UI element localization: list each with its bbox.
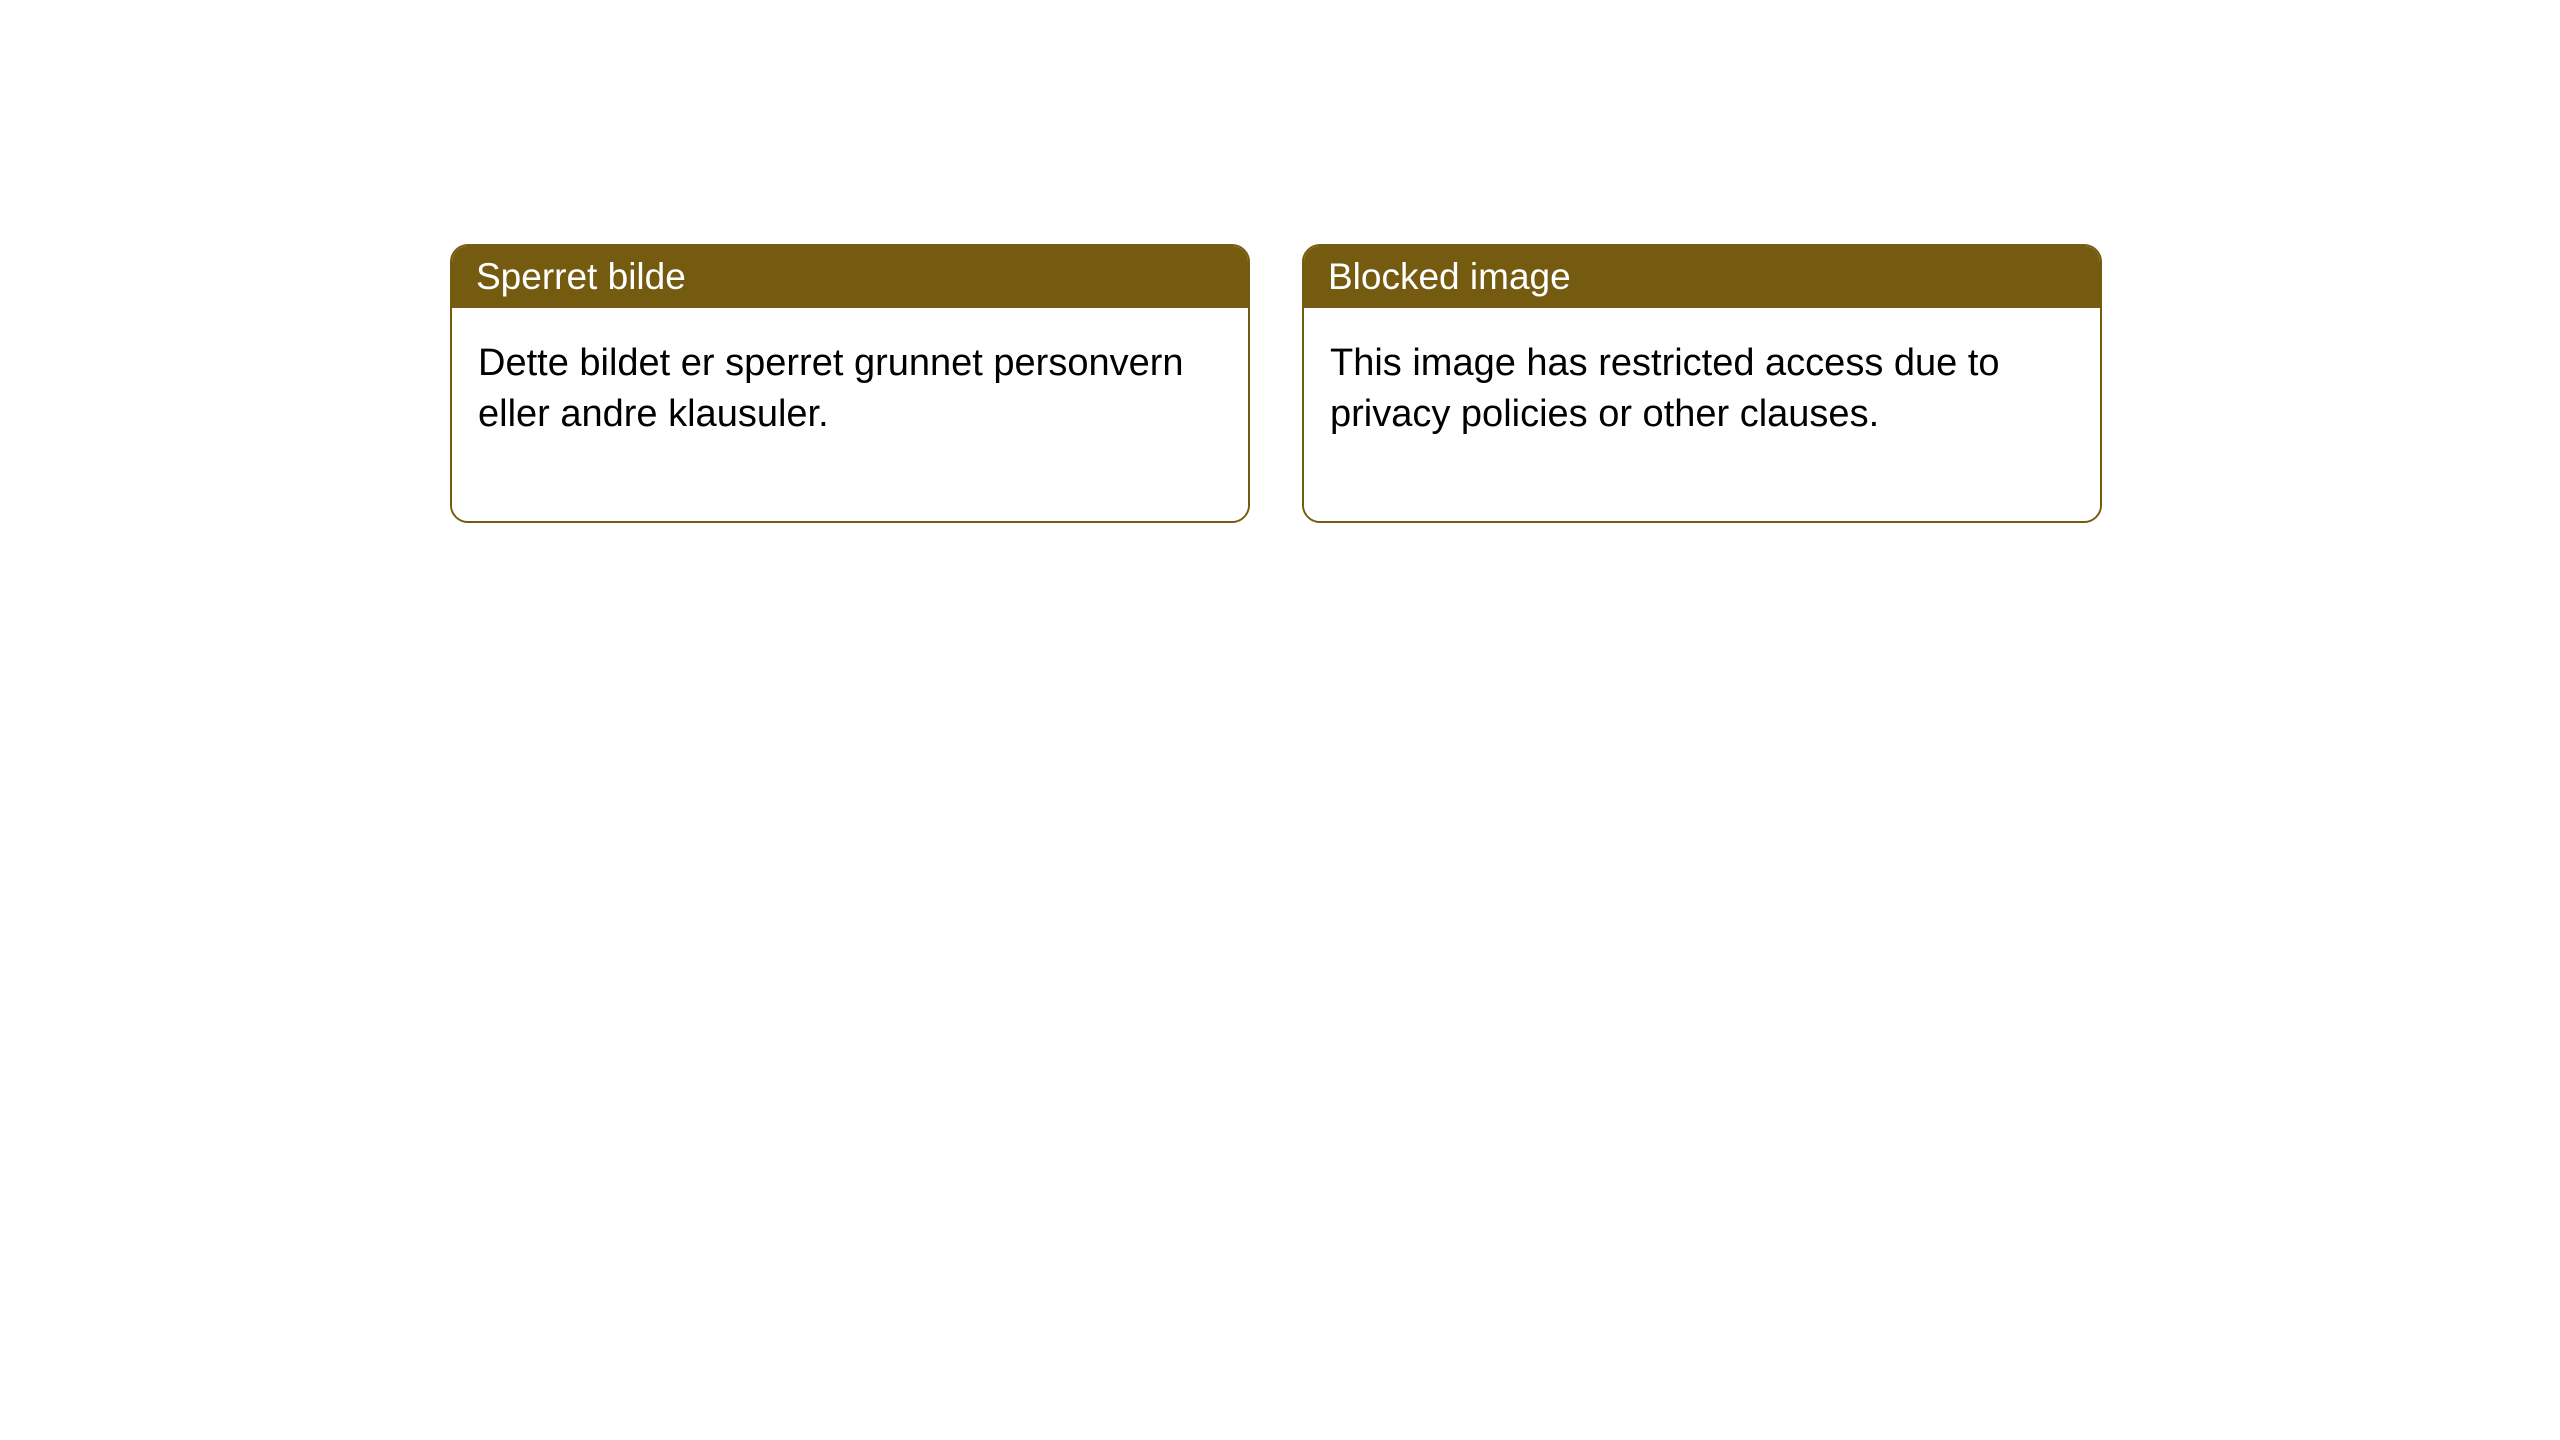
card-header: Sperret bilde: [452, 246, 1248, 308]
card-title: Sperret bilde: [476, 256, 686, 297]
notice-card-english: Blocked image This image has restricted …: [1302, 244, 2102, 523]
card-message: Dette bildet er sperret grunnet personve…: [478, 338, 1222, 441]
card-header: Blocked image: [1304, 246, 2100, 308]
notice-container: Sperret bilde Dette bildet er sperret gr…: [450, 244, 2102, 523]
notice-card-norwegian: Sperret bilde Dette bildet er sperret gr…: [450, 244, 1250, 523]
card-body: Dette bildet er sperret grunnet personve…: [452, 308, 1248, 521]
card-body: This image has restricted access due to …: [1304, 308, 2100, 521]
card-message: This image has restricted access due to …: [1330, 338, 2074, 441]
card-title: Blocked image: [1328, 256, 1571, 297]
